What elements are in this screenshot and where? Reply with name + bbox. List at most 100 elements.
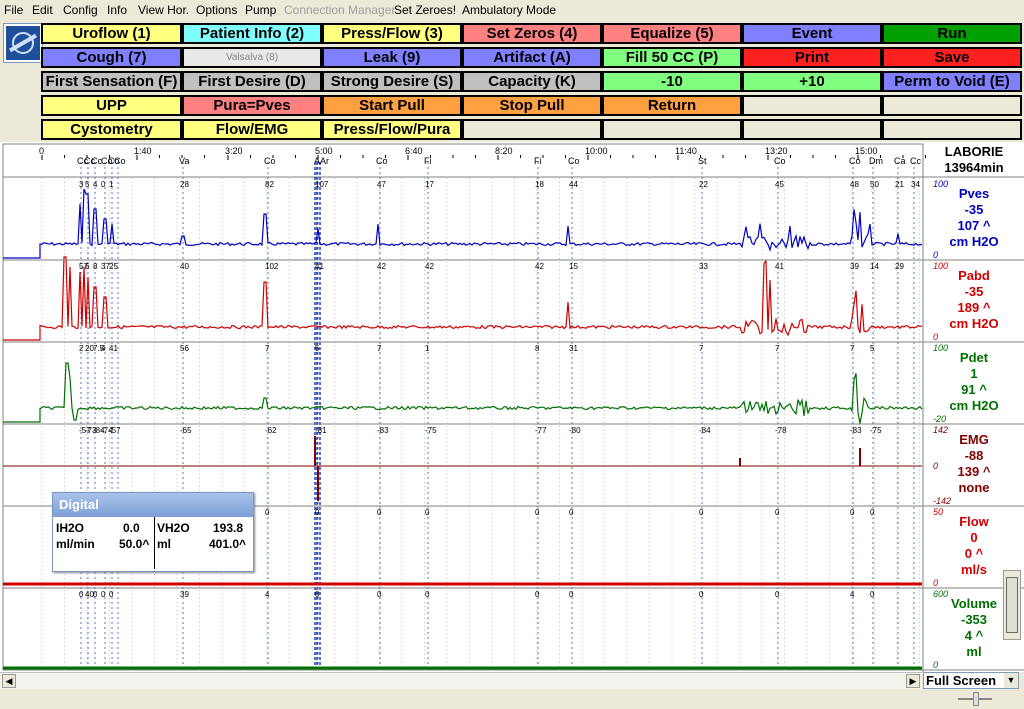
menu-item-info[interactable]: Info <box>107 3 128 17</box>
button-press-flow-3[interactable]: Press/Flow (3) <box>322 23 462 44</box>
menu-item-pump[interactable]: Pump <box>245 3 277 17</box>
button-stop-pull[interactable]: Stop Pull <box>462 95 602 116</box>
button-cough-7[interactable]: Cough (7) <box>41 47 182 68</box>
chevron-down-icon[interactable]: ▼ <box>1004 673 1018 688</box>
marker-value: -75 <box>425 426 437 435</box>
marker-value: 41 <box>315 262 324 271</box>
marker-value: 31 <box>569 344 578 353</box>
button-upp[interactable]: UPP <box>41 95 182 116</box>
event-label: St <box>698 156 707 166</box>
button-strong-desire-s[interactable]: Strong Desire (S) <box>322 71 462 92</box>
button-perm-to-void-e[interactable]: Perm to Void (E) <box>882 71 1022 92</box>
ml-label: ml <box>157 537 172 551</box>
view-mode-value: Full Screen <box>926 673 997 688</box>
marker-value: 7 <box>775 344 780 353</box>
menu-item-view-hor-[interactable]: View Hor. <box>138 3 190 17</box>
channel-value: 1 <box>970 366 978 381</box>
button-empty-4-3 <box>462 119 602 140</box>
marker-value: 45 <box>775 180 784 189</box>
marker-value: 0 <box>775 508 780 517</box>
event-label: Co <box>101 156 113 166</box>
menu-item-options[interactable]: Options <box>196 3 238 17</box>
channel-max: 189 ^ <box>957 300 991 315</box>
scale-bottom-label: -142 <box>933 496 951 506</box>
marker-value: 0 <box>79 590 84 599</box>
channel-unit: cm H2O <box>949 398 999 413</box>
channel-max: 91 ^ <box>961 382 987 397</box>
scroll-left-icon[interactable]: ◀ <box>2 674 16 688</box>
marker-value: 5 <box>870 344 875 353</box>
button-fill-50-cc-p[interactable]: Fill 50 CC (P) <box>602 47 742 68</box>
time-tick-label: 6:40 <box>405 146 423 156</box>
menu-item-config[interactable]: Config <box>63 3 98 17</box>
event-label: Co <box>264 156 276 166</box>
button-uroflow-1[interactable]: Uroflow (1) <box>41 23 182 44</box>
marker-value: 5 <box>315 344 320 353</box>
button-capacity-k[interactable]: Capacity (K) <box>462 71 602 92</box>
marker-value: 0 <box>699 508 704 517</box>
event-label: Cc <box>77 156 88 166</box>
button-first-desire-d[interactable]: First Desire (D) <box>182 71 322 92</box>
scale-bottom-label: 0 <box>933 578 938 588</box>
brand-label: LABORIE <box>944 144 1004 159</box>
app-logo <box>4 24 42 62</box>
button-leak-9[interactable]: Leak (9) <box>322 47 462 68</box>
button-valsalva-8[interactable]: Valsalva (8) <box>182 47 322 68</box>
button-empty-3-5 <box>742 95 882 116</box>
button-cystometry[interactable]: Cystometry <box>41 119 182 140</box>
marker-value: 18 <box>535 180 544 189</box>
button-pura-pves[interactable]: Pura=Pves <box>182 95 322 116</box>
marker-value: 41 <box>775 262 784 271</box>
time-tick-label: 0 <box>39 146 44 156</box>
scale-top-label: 600 <box>933 589 948 599</box>
marker-value: 47 <box>377 180 386 189</box>
marker-value: 7 <box>699 344 704 353</box>
scroll-thumb[interactable] <box>1006 577 1018 633</box>
marker-value: 29 <box>895 262 904 271</box>
button-set-zeros-4[interactable]: Set Zeros (4) <box>462 23 602 44</box>
button-empty-4-4 <box>602 119 742 140</box>
button--10[interactable]: -10 <box>602 71 742 92</box>
marker-value: -74 <box>101 426 113 435</box>
button--10[interactable]: +10 <box>742 71 882 92</box>
menu-item-connection-manager: Connection Manager <box>284 3 396 17</box>
scale-top-label: 100 <box>933 343 948 353</box>
marker-value: 7 <box>850 344 855 353</box>
scroll-right-icon[interactable]: ▶ <box>906 674 920 688</box>
vertical-scrollbar[interactable] <box>1003 570 1021 640</box>
channel-label-volume: Volume -353 4 ^ ml <box>925 596 1023 660</box>
menu-item-file[interactable]: File <box>4 3 24 17</box>
button-start-pull[interactable]: Start Pull <box>322 95 462 116</box>
button-event[interactable]: Event <box>742 23 882 44</box>
button-first-sensation-f[interactable]: First Sensation (F) <box>41 71 182 92</box>
button-press-flow-pura[interactable]: Press/Flow/Pura <box>322 119 462 140</box>
marker-value: -84 <box>93 426 105 435</box>
menu-item-ambulatory-mode[interactable]: Ambulatory Mode <box>462 3 557 17</box>
time-tick-label: 15:00 <box>855 146 878 156</box>
button-run[interactable]: Run <box>882 23 1022 44</box>
marker-value: 107 <box>315 180 329 189</box>
marker-value: 0 <box>870 508 875 517</box>
scale-top-label: 142 <box>933 425 948 435</box>
marker-value: 22 <box>699 180 708 189</box>
marker-value: -83 <box>377 426 389 435</box>
menu-item-edit[interactable]: Edit <box>32 3 53 17</box>
digital-window[interactable]: Digital IH2O 0.0 ml/min 50.0^ VH2O 193.8… <box>52 492 254 572</box>
marker-value: 0 <box>775 590 780 599</box>
view-mode-select[interactable]: Full Screen ▼ <box>923 672 1019 689</box>
horizontal-scrollbar[interactable]: ◀ ▶ <box>0 672 922 689</box>
zoom-slider-knob[interactable] <box>973 692 979 706</box>
marker-value: -84 <box>699 426 711 435</box>
button-return[interactable]: Return <box>602 95 742 116</box>
channel-unit: ml/s <box>960 562 987 577</box>
button-flow-emg[interactable]: Flow/EMG <box>182 119 322 140</box>
button-save[interactable]: Save <box>882 47 1022 68</box>
menu-item-set-zeroes-[interactable]: Set Zeroes! <box>394 3 457 17</box>
button-print[interactable]: Print <box>742 47 882 68</box>
marker-value: 57 <box>79 262 88 271</box>
button-artifact-a[interactable]: Artifact (A) <box>462 47 602 68</box>
marker-value: 20 <box>85 344 94 353</box>
button-patient-info-2[interactable]: Patient Info (2) <box>182 23 322 44</box>
channel-value: -88 <box>964 448 984 463</box>
button-equalize-5[interactable]: Equalize (5) <box>602 23 742 44</box>
